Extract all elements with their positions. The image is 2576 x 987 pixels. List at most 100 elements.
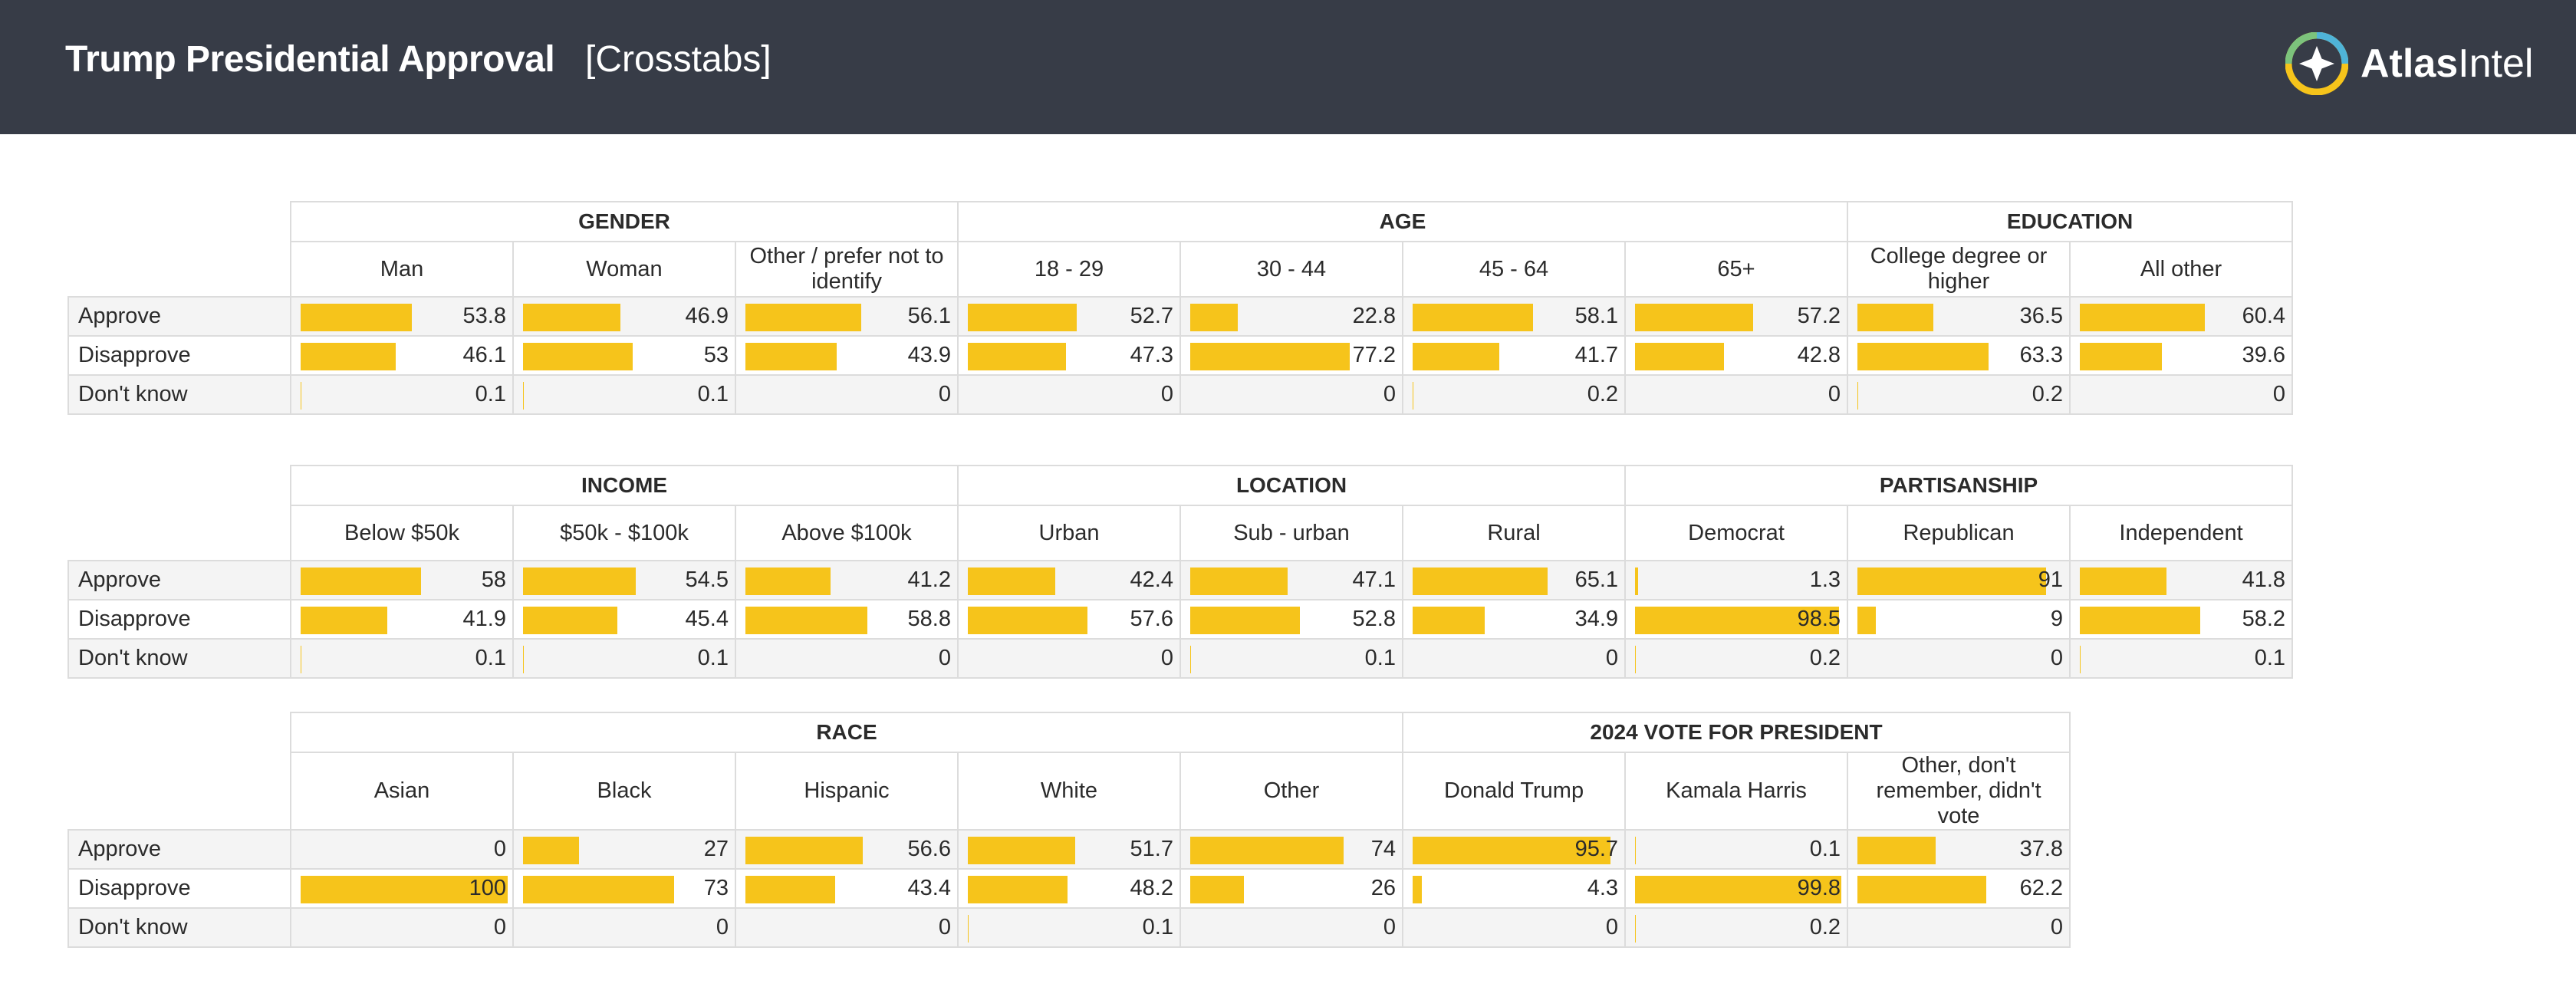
value-cell: 9	[1847, 599, 2071, 640]
value-cell: 41.8	[2069, 560, 2294, 600]
group-label-location: LOCATION	[956, 465, 1627, 506]
value-label: 47.1	[1352, 568, 1396, 592]
value-cell: 99.8	[1624, 868, 1849, 909]
value-label: 27	[703, 837, 729, 861]
value-cell: 0	[1847, 907, 2071, 948]
value-label: 62.2	[2019, 876, 2064, 900]
corner-blank	[68, 202, 291, 242]
crosstab-section-3: RACE 2024 VOTE FOR PRESIDENT Asian Black His…	[67, 712, 2071, 948]
value-cell: 57.2	[1624, 296, 1849, 337]
column-label-all-other: All other	[2069, 241, 2294, 298]
value-cell: 42.4	[957, 560, 1181, 600]
value-cell: 42.8	[1624, 335, 1849, 376]
value-label: 100	[469, 876, 506, 900]
value-label: 26	[1370, 876, 1397, 900]
value-cell: 0.2	[1624, 638, 1849, 679]
column-label-college-degree-or-higher: College degree or higher	[1847, 241, 2071, 298]
value-cell: 98.5	[1624, 599, 1849, 640]
value-cell: 0	[2069, 374, 2294, 415]
value-label: 0	[938, 382, 952, 406]
group-label-partisanship: PARTISANSHIP	[1624, 465, 2294, 506]
value-cell: 0	[957, 638, 1181, 679]
row-label: Approve	[67, 560, 291, 600]
value-label: 47.3	[1130, 343, 1174, 367]
value-label: 0	[938, 915, 951, 939]
bar	[1190, 304, 1238, 331]
column-label-hispanic: Hispanic	[735, 752, 959, 831]
bar	[1190, 568, 1288, 595]
column-label-white: White	[957, 752, 1181, 831]
row-label: Don't know	[67, 907, 291, 948]
value-label: 0	[2050, 915, 2064, 939]
value-cell: 34.9	[1401, 599, 1627, 640]
value-label: 91	[2038, 568, 2064, 592]
group-label-2024-vote-for-president: 2024 VOTE FOR PRESIDENT	[1402, 712, 2071, 753]
bar	[745, 343, 837, 370]
value-cell: 1.3	[1624, 560, 1849, 600]
value-cell: 56.1	[734, 296, 959, 337]
value-cell: 0.1	[290, 638, 514, 679]
corner-blank	[68, 752, 291, 830]
value-label: 99.8	[1797, 876, 1841, 900]
value-cell: 0	[735, 638, 959, 679]
column-label-50k-100k: $50k - $100k	[512, 505, 736, 561]
value-label: 56.6	[907, 837, 951, 861]
bar	[968, 607, 1087, 634]
value-label: 45.4	[685, 607, 729, 631]
bar	[523, 343, 633, 370]
bar	[1857, 876, 1986, 903]
value-label: 52.8	[1352, 607, 1396, 631]
value-cell: 47.1	[1179, 560, 1403, 600]
column-label-30-44: 30 - 44	[1179, 241, 1404, 298]
value-label: 53.8	[462, 304, 506, 328]
value-label: 0.2	[2032, 382, 2064, 406]
value-cell: 41.2	[735, 560, 959, 600]
row-label: Disapprove	[67, 599, 291, 640]
value-label: 4.3	[1587, 876, 1619, 900]
value-label: 65.1	[1574, 568, 1619, 592]
value-cell: 60.4	[2069, 296, 2294, 337]
value-label: 53	[703, 343, 729, 367]
column-label-rural: Rural	[1401, 505, 1627, 561]
value-cell: 45.4	[512, 599, 736, 640]
value-cell: 37.8	[1847, 829, 2071, 870]
brand-name-light: Intel	[2458, 41, 2534, 86]
column-header-row: Asian Black Hispanic White Other Donald Trump…	[68, 752, 2071, 831]
value-cell: 63.3	[1847, 335, 2071, 376]
column-header-row: Below $50k $50k - $100k Above $100k Urban Su…	[68, 505, 2294, 561]
value-cell: 0.1	[2069, 638, 2294, 679]
value-cell: 51.7	[957, 829, 1181, 870]
bar	[1635, 304, 1754, 331]
value-cell: 0	[1179, 907, 1404, 948]
bar	[1635, 568, 1638, 595]
column-label-donald-trump: Donald Trump	[1402, 752, 1627, 831]
column-label-other-prefer-not-to-identify: Other / prefer not to identify	[734, 241, 959, 298]
value-cell: 0	[290, 829, 514, 870]
value-label: 41.9	[462, 607, 506, 631]
value-cell: 39.6	[2069, 335, 2294, 376]
value-label: 9	[2050, 607, 2064, 631]
data-row-approve: Approve 53.8 46.9 56.1 52.7 22.8 58.1 57.2 36.5 6…	[67, 296, 2294, 337]
value-cell: 0	[957, 374, 1182, 415]
row-label: Approve	[67, 296, 291, 337]
column-label-urban: Urban	[957, 505, 1181, 561]
value-label: 46.9	[685, 304, 729, 328]
group-label-age: AGE	[957, 201, 1849, 242]
value-cell: 57.6	[957, 599, 1181, 640]
value-label: 98.5	[1797, 607, 1841, 631]
value-label: 0.2	[1809, 646, 1841, 670]
group-label-gender: GENDER	[289, 201, 959, 242]
bar	[1635, 915, 1636, 943]
bar	[1857, 382, 1858, 410]
row-label: Disapprove	[67, 335, 291, 376]
group-header-row: RACE 2024 VOTE FOR PRESIDENT	[68, 712, 2071, 753]
value-label: 43.4	[907, 876, 951, 900]
row-label: Don't know	[67, 374, 291, 415]
value-label: 60.4	[2242, 304, 2286, 328]
value-cell: 0.1	[1624, 829, 1849, 870]
value-label: 37.8	[2019, 837, 2064, 861]
value-label: 57.2	[1797, 304, 1841, 328]
bar	[523, 876, 675, 903]
value-label: 57.6	[1130, 607, 1173, 631]
value-label: 0	[1605, 915, 1619, 939]
